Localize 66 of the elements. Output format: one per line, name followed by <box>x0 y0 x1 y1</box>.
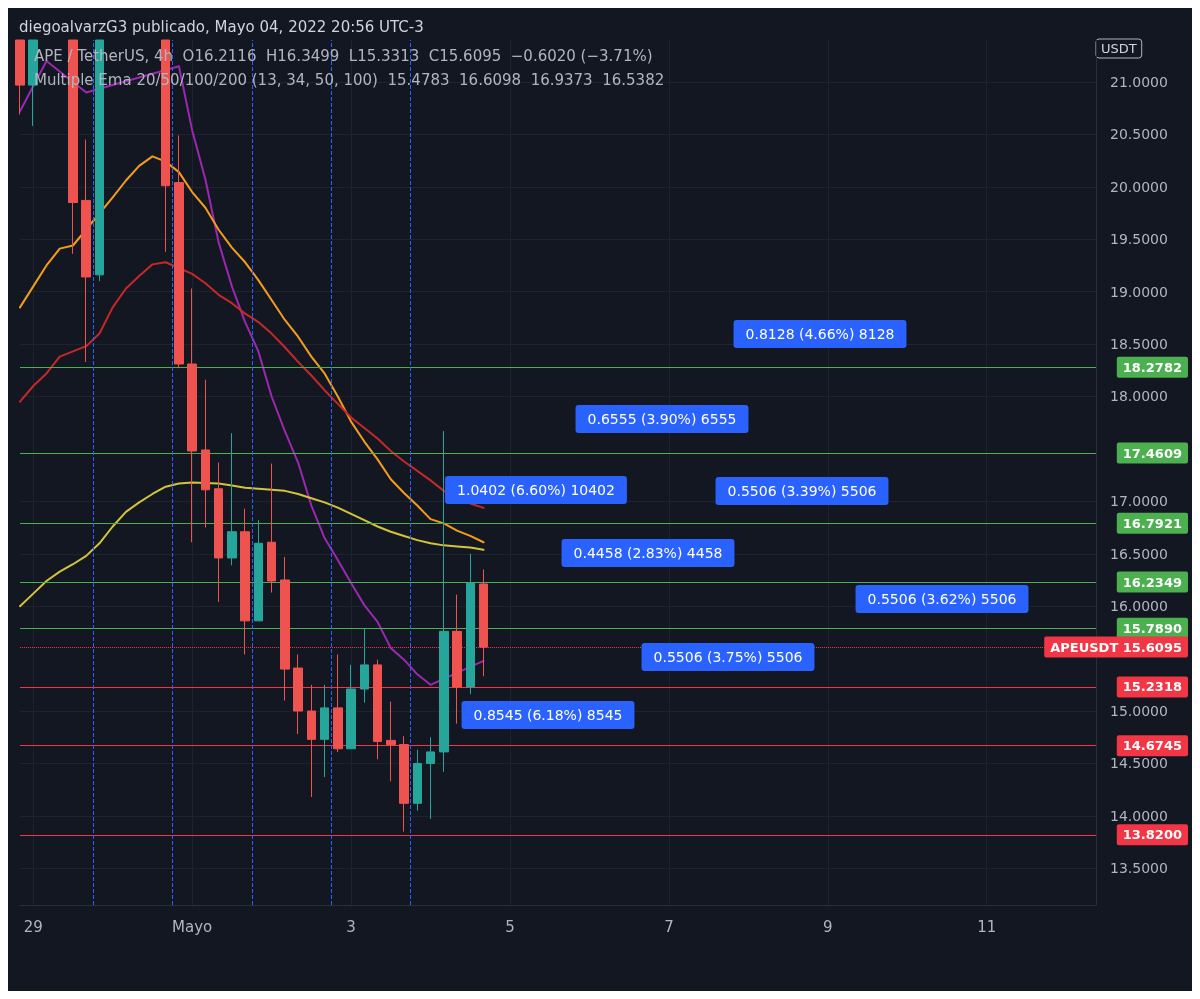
y-tick-label: 14.5000 <box>1110 755 1168 772</box>
candlestick <box>227 432 237 566</box>
x-tick-label: 5 <box>505 917 515 936</box>
y-tick-label: 20.5000 <box>1110 126 1168 143</box>
y-tick-label: 14.0000 <box>1110 807 1168 824</box>
ref-line-label: 14.6745 <box>1122 738 1182 754</box>
candlestick <box>373 659 382 760</box>
candlestick <box>240 508 250 655</box>
candlestick <box>254 519 263 622</box>
candlestick <box>439 430 449 773</box>
candlestick <box>307 684 316 798</box>
annotation: 0.5506 (3.75%) 5506 <box>653 649 803 665</box>
annotation: 0.4458 (2.83%) 4458 <box>573 545 723 561</box>
candlestick <box>333 653 343 753</box>
ref-line-label: 15.7890 <box>1122 620 1182 636</box>
x-tick-label: 29 <box>23 917 43 936</box>
candlestick <box>386 701 396 782</box>
candlestick <box>426 736 435 820</box>
y-tick-label: 15.0000 <box>1110 703 1168 720</box>
y-tick-label: 18.0000 <box>1110 388 1168 405</box>
y-tick-label: 17.0000 <box>1110 493 1168 510</box>
x-tick-label: 11 <box>977 917 997 936</box>
y-tick-label: 13.5000 <box>1110 860 1168 877</box>
candlestick <box>201 379 210 529</box>
candlestick <box>280 556 290 702</box>
annotation: 0.5506 (3.39%) 5506 <box>727 483 877 499</box>
x-tick-label: 3 <box>346 917 356 936</box>
candlestick <box>214 462 223 603</box>
y-tick-label: 18.5000 <box>1110 336 1168 353</box>
candlestick <box>413 749 422 812</box>
ref-line-label: 16.7921 <box>1122 515 1182 531</box>
x-tick-label: 7 <box>664 917 674 936</box>
ref-line-label: 18.2782 <box>1122 359 1182 375</box>
candlestick <box>15 39 25 115</box>
candlestick <box>267 463 276 594</box>
ref-line-label: 15.2318 <box>1122 679 1182 695</box>
candlestick <box>399 735 409 833</box>
annotation: 0.8128 (4.66%) 8128 <box>745 326 895 342</box>
y-tick-label: 21.0000 <box>1110 73 1168 90</box>
candlestick <box>320 684 329 778</box>
y-tick-label: 16.0000 <box>1110 598 1168 615</box>
candlestick <box>466 553 475 695</box>
ref-line-label: 17.4609 <box>1122 445 1182 461</box>
y-tick-label: 19.5000 <box>1110 231 1168 248</box>
candlestick <box>293 653 303 735</box>
ref-line-label: 16.2349 <box>1122 574 1182 590</box>
annotation: 0.6555 (3.90%) 6555 <box>587 411 737 427</box>
y-axis-title: USDT <box>1101 41 1137 56</box>
ref-line-label: APEUSDT 15.6095 <box>1050 639 1182 655</box>
candlestick <box>479 569 488 677</box>
y-tick-label: 19.0000 <box>1110 283 1168 300</box>
candlestick <box>452 594 462 725</box>
annotation: 0.8545 (6.18%) 8545 <box>473 707 623 723</box>
candlestick <box>187 287 197 543</box>
annotation: 0.5506 (3.62%) 5506 <box>867 591 1017 607</box>
candlestick <box>81 139 91 363</box>
annotation: 1.0402 (6.60%) 10402 <box>457 482 615 498</box>
candlestick <box>346 664 356 750</box>
x-tick-label: 9 <box>823 917 833 936</box>
y-tick-label: 16.5000 <box>1110 545 1168 562</box>
chart-title: diegoalvarzG3 publicado, Mayo 04, 2022 20:56 UTC-3 <box>19 17 424 36</box>
ref-line-label: 13.8200 <box>1122 827 1182 843</box>
candlestick <box>360 627 369 704</box>
x-tick-label: Mayo <box>172 917 213 936</box>
candlestick <box>174 134 184 369</box>
y-tick-label: 20.0000 <box>1110 178 1168 195</box>
